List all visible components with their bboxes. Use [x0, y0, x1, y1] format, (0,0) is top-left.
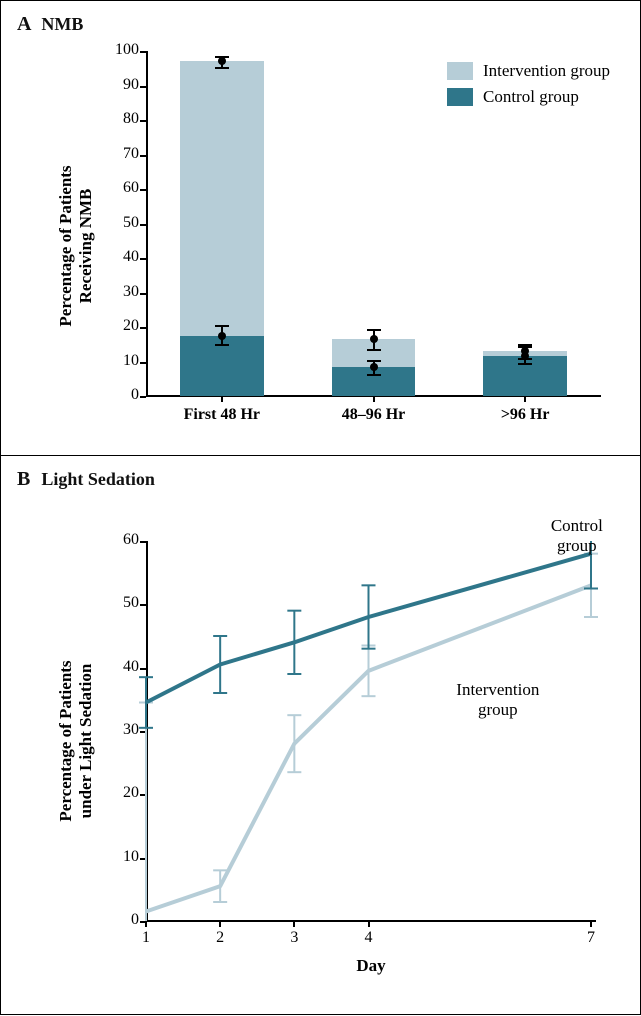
panel-a-ytick: 50 [91, 214, 139, 232]
inline-label-intervention: Interventiongroup [428, 680, 568, 720]
panel-a-ytick: 90 [91, 76, 139, 94]
panel-b-ytick: 10 [91, 848, 139, 866]
panel-b: B Light Sedation Percentage of Patients … [1, 456, 640, 1016]
panel-a-chart: 0102030405060708090100 [136, 51, 606, 396]
panel-b-xtick: 2 [200, 929, 240, 947]
panel-a-xtick: First 48 Hr [162, 406, 282, 424]
panel-b-ytick: 0 [91, 911, 139, 929]
panel-a-xtick: >96 Hr [465, 406, 585, 424]
panel-b-label: B Light Sedation [17, 468, 155, 491]
panel-a-label: A NMB [17, 13, 83, 36]
panel-b-xlabels: 12347 [136, 926, 606, 956]
panel-a-title: NMB [41, 14, 83, 34]
panel-b-ytick: 40 [91, 658, 139, 676]
panel-a-ytick: 30 [91, 283, 139, 301]
panel-b-title: Light Sedation [41, 469, 155, 489]
figure-container: A NMB Percentage of Patients Receiving N… [0, 0, 641, 1015]
panel-a-ytick: 10 [91, 352, 139, 370]
panel-a-xtick: 48–96 Hr [314, 406, 434, 424]
panel-a-ytick: 70 [91, 145, 139, 163]
panel-a-ytick: 100 [91, 41, 139, 59]
panel-a-y-title: Percentage of Patients Receiving NMB [56, 116, 96, 376]
panel-a-xlabels: First 48 Hr 48–96 Hr >96 Hr [136, 401, 606, 431]
panel-a-ytick: 80 [91, 110, 139, 128]
panel-b-svg [136, 541, 606, 921]
panel-a-ytick: 20 [91, 317, 139, 335]
panel-b-ytick: 30 [91, 721, 139, 739]
panel-b-xtick: 1 [126, 929, 166, 947]
panel-a-letter: A [17, 13, 30, 35]
panel-b-x-title: Day [136, 956, 606, 976]
panel-a-ytick: 40 [91, 248, 139, 266]
panel-a: A NMB Percentage of Patients Receiving N… [1, 1, 640, 456]
panel-b-xtick: 7 [571, 929, 611, 947]
panel-b-letter: B [17, 468, 30, 490]
panel-b-xtick: 3 [274, 929, 314, 947]
panel-b-y-title: Percentage of Patients under Light Sedat… [56, 611, 96, 871]
panel-b-chart: 0102030405060ControlgroupInterventiongro… [136, 541, 606, 921]
panel-a-ytick: 60 [91, 179, 139, 197]
panel-a-y-title-l1: Percentage of Patients [56, 165, 75, 326]
panel-b-ytick: 20 [91, 784, 139, 802]
panel-b-xtick: 4 [349, 929, 389, 947]
panel-b-ytick: 60 [91, 531, 139, 549]
panel-b-y-title-l1: Percentage of Patients [56, 660, 75, 821]
panel-b-ytick: 50 [91, 594, 139, 612]
inline-label-control: Controlgroup [517, 516, 637, 556]
panel-a-ytick: 0 [91, 386, 139, 404]
